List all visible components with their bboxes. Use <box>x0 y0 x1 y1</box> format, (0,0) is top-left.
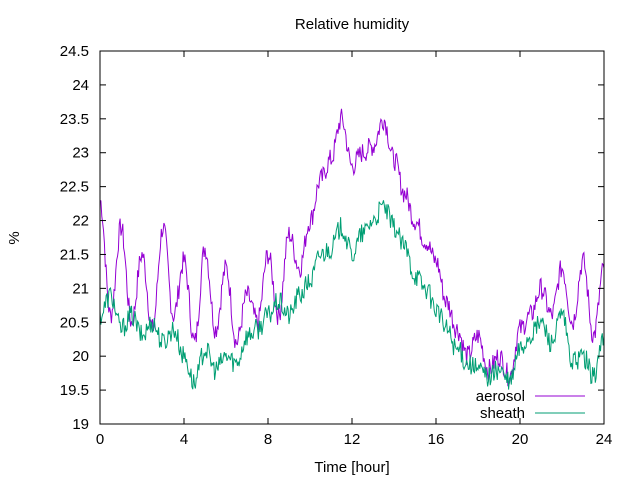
y-tick-label: 24 <box>72 77 89 94</box>
legend: aerosol sheath <box>476 388 585 422</box>
y-tick-label: 21 <box>72 280 89 297</box>
x-axis-ticks: 0 4 8 12 16 20 24 <box>96 51 613 448</box>
x-tick-label: 8 <box>264 431 272 448</box>
series-layer <box>99 108 605 390</box>
y-tick-label: 22.5 <box>60 179 89 196</box>
x-tick-label: 20 <box>512 431 529 448</box>
y-tick-label: 24.5 <box>60 43 89 60</box>
x-tick-label: 24 <box>596 431 613 448</box>
y-tick-label: 19.5 <box>60 382 89 399</box>
chart-title: Relative humidity <box>295 16 410 33</box>
x-axis-title: Time [hour] <box>314 459 389 476</box>
y-tick-label: 20.5 <box>60 314 89 331</box>
legend-label-aerosol: aerosol <box>476 388 525 405</box>
y-tick-label: 23.5 <box>60 111 89 128</box>
y-tick-label: 21.5 <box>60 246 89 263</box>
legend-label-sheath: sheath <box>480 405 525 422</box>
series-line-aerosol <box>99 108 605 388</box>
x-tick-label: 12 <box>344 431 361 448</box>
x-tick-label: 4 <box>180 431 188 448</box>
y-axis-title: % <box>6 231 23 244</box>
x-tick-label: 16 <box>428 431 445 448</box>
plot-frame <box>99 50 605 425</box>
y-axis-ticks: 19 19.5 20 20.5 21 21.5 22 22.5 23 23.5 24 24.5 <box>60 43 604 433</box>
series-line-sheath <box>99 200 605 390</box>
y-tick-label: 22 <box>72 213 89 230</box>
y-tick-label: 19 <box>72 416 89 433</box>
y-tick-label: 23 <box>72 145 89 162</box>
y-tick-label: 20 <box>72 348 89 365</box>
x-tick-label: 0 <box>96 431 104 448</box>
